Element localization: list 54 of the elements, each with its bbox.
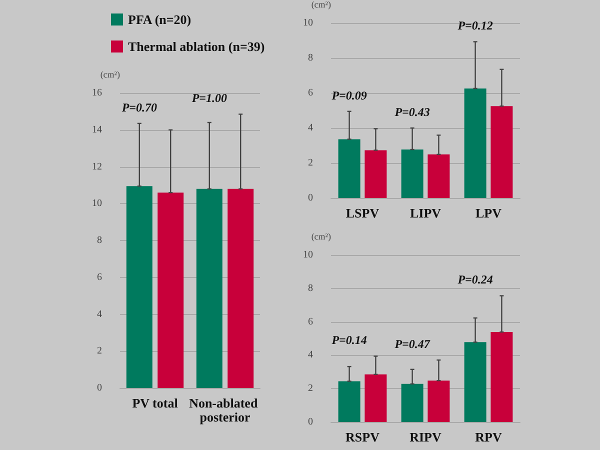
annotation: P=0.14 — [332, 333, 367, 348]
y-tick-label: 4 — [308, 350, 313, 361]
y-tick-label: 0 — [308, 416, 313, 428]
annotation: P=0.12 — [458, 18, 493, 33]
x-tick-label: RPV — [475, 430, 502, 444]
y-tick-label: 0 — [97, 382, 102, 394]
bar — [401, 150, 424, 198]
x-tick-label: Non-ablated posterior — [189, 396, 261, 424]
y-axis-title: (cm²) — [311, 0, 332, 10]
x-tick-label: PV total — [132, 396, 178, 410]
y-tick-label: 8 — [308, 282, 313, 294]
y-tick-label: 6 — [308, 88, 313, 98]
annotation: P=1.00 — [192, 91, 227, 106]
y-tick-label: 10 — [303, 18, 313, 28]
x-tick-label: RIPV — [410, 430, 442, 444]
annotation: P=0.24 — [458, 272, 493, 287]
annotation: P=0.47 — [394, 337, 431, 352]
y-tick-label: 10 — [303, 250, 313, 260]
bar — [401, 384, 424, 422]
y-tick-label: 10 — [92, 198, 102, 210]
y-tick-label: 12 — [92, 161, 102, 172]
annotation: P=0.70 — [122, 100, 157, 114]
y-tick-label: 0 — [308, 192, 313, 204]
y-tick-label: 2 — [97, 346, 102, 357]
bar — [464, 342, 486, 422]
y-axis-title: (cm²) — [100, 70, 120, 80]
y-tick-label: 6 — [308, 316, 313, 328]
bar — [428, 154, 450, 198]
annotation: P=0.09 — [332, 88, 367, 102]
bar — [364, 150, 387, 198]
x-tick-label: LSPV — [346, 206, 380, 220]
bar — [338, 139, 360, 198]
x-tick-label: LIPV — [410, 206, 442, 220]
bar — [490, 332, 513, 422]
x-tick-label: LPV — [476, 206, 502, 220]
bar — [428, 380, 450, 422]
bar — [464, 88, 486, 198]
y-tick-label: 16 — [92, 88, 102, 98]
y-axis-title: (cm²) — [311, 232, 332, 242]
y-tick-label: 6 — [97, 272, 102, 283]
y-tick-label: 4 — [308, 122, 313, 134]
x-tick-label: RSPV — [346, 430, 380, 444]
y-tick-label: 4 — [97, 308, 102, 320]
legend-label: Thermal ablation (n=39) — [128, 39, 265, 54]
y-tick-label: 8 — [308, 52, 313, 64]
bar — [364, 374, 387, 422]
y-tick-label: 8 — [97, 235, 102, 246]
y-tick-label: 14 — [92, 124, 102, 136]
y-tick-label: 2 — [308, 383, 313, 394]
bar — [490, 106, 513, 198]
annotation: P=0.43 — [394, 105, 430, 119]
legend-label: PFA (n=20) — [128, 12, 192, 27]
y-tick-label: 2 — [308, 158, 313, 168]
bar — [338, 381, 360, 422]
